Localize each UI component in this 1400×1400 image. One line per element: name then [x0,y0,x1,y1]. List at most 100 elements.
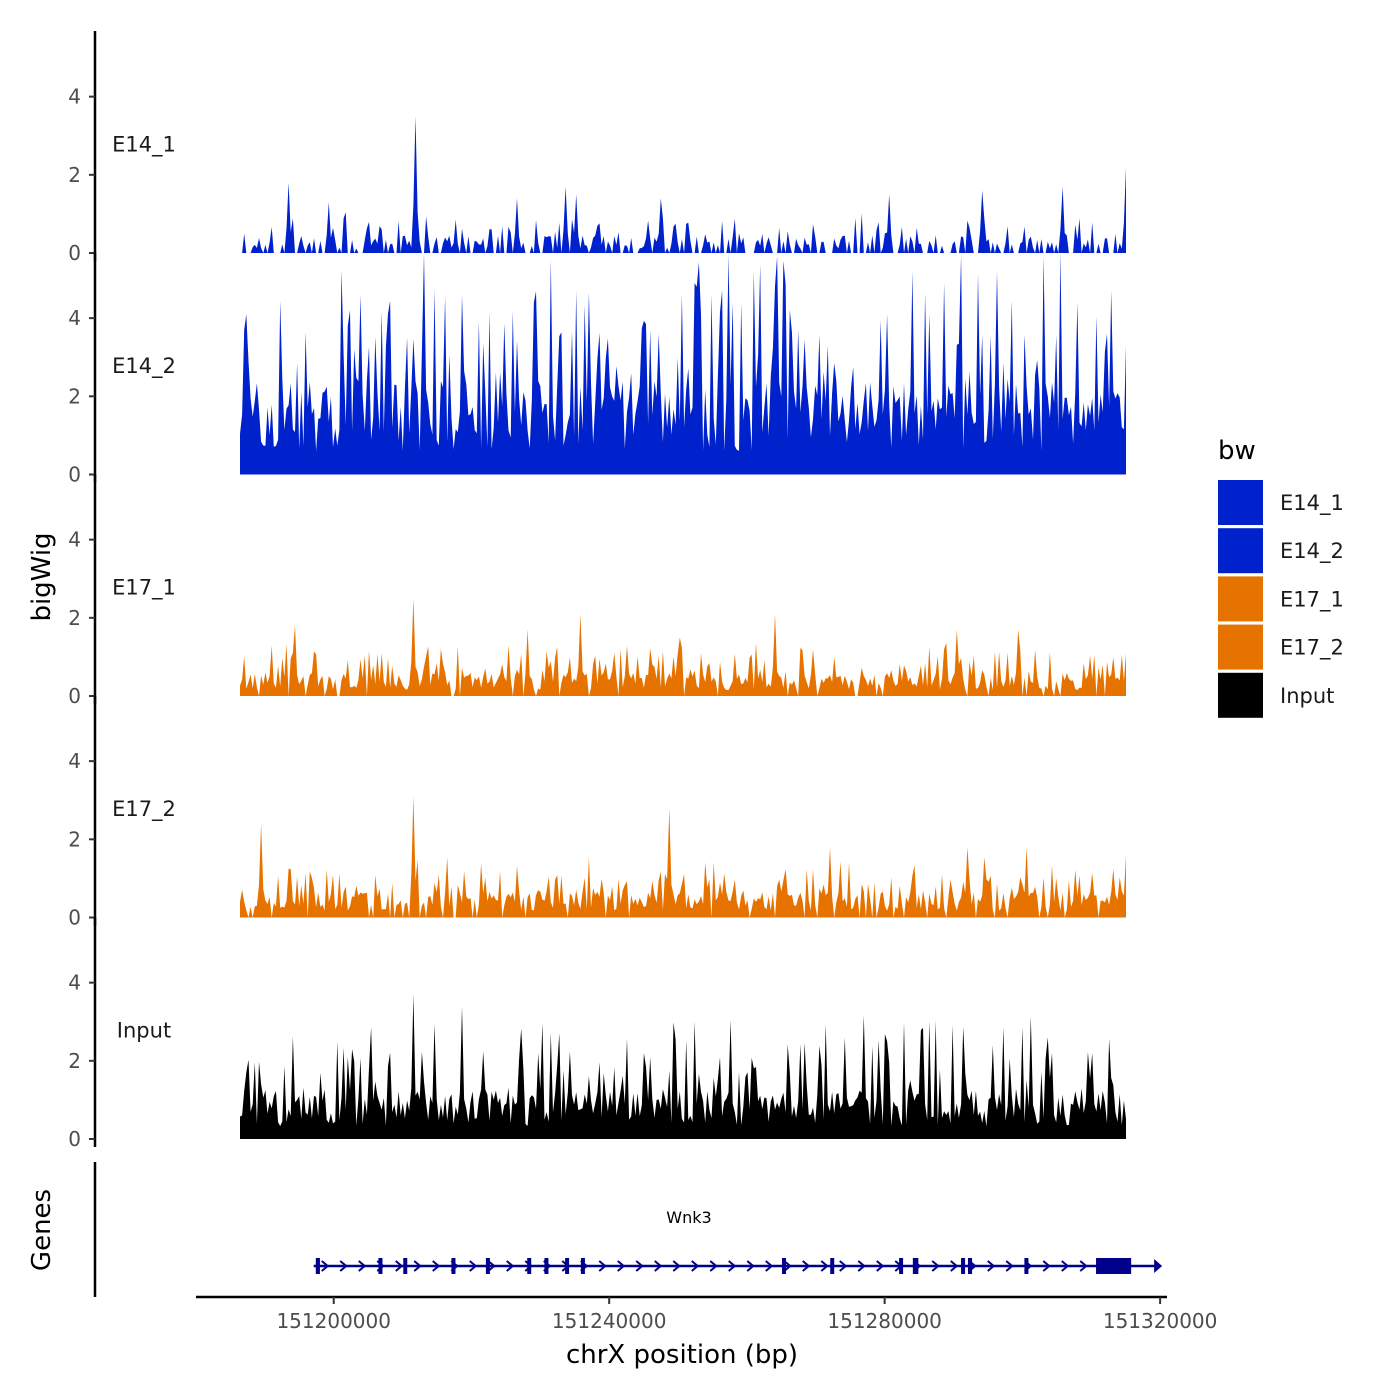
strand-chevron [432,1260,441,1272]
y-tick-label: 4 [68,528,81,552]
strand-chevron [654,1260,663,1272]
track-label: Input [117,1018,171,1042]
gene-exon [565,1258,570,1274]
track-label: E14_2 [112,354,176,379]
strand-chevron [598,1260,607,1272]
genes-axis-title: Genes [27,1189,57,1271]
y-tick-label: 0 [68,463,81,487]
gene-end-arrow [1154,1259,1163,1273]
gene-exon [899,1258,904,1274]
legend-label: E14_2 [1280,539,1344,564]
y-tick-label: 2 [68,384,81,408]
x-tick-label: 151200000 [276,1309,391,1333]
strand-chevron [783,1260,792,1272]
strand-chevron [839,1260,848,1272]
strand-chevron [469,1260,478,1272]
x-tick-label: 151280000 [827,1309,942,1333]
legend-label: E17_1 [1280,587,1344,612]
signal-area [240,796,1126,918]
gene-exon [378,1258,383,1274]
track-label: E17_1 [112,575,176,600]
legend-swatch [1218,672,1263,718]
strand-chevron [339,1260,348,1272]
strand-chevron [1061,1260,1070,1272]
legend-label: Input [1280,684,1334,708]
bigwig-tracks: 0 2 4 E14_1 0 2 4 E14_2 0 2 4 E17_1 0 2 4 E17_2 0 2 4 Input [68,31,1126,1151]
track-panel-e14-2: 0 2 4 E14_2 [68,251,1126,487]
strand-chevron [506,1260,515,1272]
legend-swatch [1218,624,1263,670]
track-panel-e14-1: 0 2 4 E14_1 [68,31,1126,265]
gene-exon [830,1258,835,1274]
strand-chevron [857,1260,866,1272]
legend-label: E14_1 [1280,491,1344,516]
y-tick-label: 2 [68,163,81,187]
gene-exon [782,1258,787,1274]
signal-area [240,994,1126,1139]
strand-chevron [950,1260,959,1272]
legend-title: bw [1218,436,1256,466]
strand-chevron [1042,1260,1051,1272]
track-panel-input: 0 2 4 Input [68,917,1126,1151]
x-axis: 151200000 151240000 151280000 151320000 [196,1295,1218,1333]
gene-exon [527,1258,532,1274]
signal-area [240,251,1126,475]
legend-label: E17_2 [1280,636,1344,661]
y-tick-label: 4 [68,306,81,330]
strand-chevron [672,1260,681,1272]
strand-chevron [691,1260,700,1272]
gene-exon [1024,1258,1029,1274]
y-tick-label: 0 [68,241,81,265]
strand-chevron [358,1260,367,1272]
y-axis-title: bigWig [27,532,57,621]
gene-exon [485,1258,490,1274]
x-axis-title: chrX position (bp) [566,1340,798,1370]
strand-chevron [802,1260,811,1272]
gene-exon [315,1258,320,1274]
legend-swatch [1218,576,1263,622]
gene-exon [580,1258,585,1274]
x-tick-label: 151240000 [552,1309,667,1333]
strand-chevron [321,1260,330,1272]
strand-chevron [746,1260,755,1272]
strand-chevron [617,1260,626,1272]
gene-exon [1096,1258,1132,1274]
track-label: E14_1 [112,132,176,157]
strand-chevron [709,1260,718,1272]
gene-exon [403,1258,408,1274]
genes-panel: Wnk3 [93,1162,1163,1297]
strand-chevron [487,1260,496,1272]
track-panel-e17-1: 0 2 4 E17_1 [68,474,1126,708]
x-tick-label: 151320000 [1103,1309,1218,1333]
strand-chevron [820,1260,829,1272]
strand-chevron [1005,1260,1014,1272]
signal-area [240,598,1126,696]
strand-chevron [635,1260,644,1272]
y-tick-label: 4 [68,749,81,773]
gene-exon [967,1258,973,1274]
legend-swatch [1218,528,1263,574]
legend-swatch [1218,480,1263,525]
strand-chevron [728,1260,737,1272]
strand-chevron [987,1260,996,1272]
y-tick-label: 4 [68,85,81,109]
y-tick-label: 2 [68,827,81,851]
strand-chevron [765,1260,774,1272]
y-tick-label: 4 [68,971,81,995]
gene-exon [451,1258,456,1274]
legend: bw E14_1 E14_2 E17_1 E17_2 Input [1218,436,1344,718]
y-tick-label: 2 [68,606,81,630]
gene-exon [961,1258,966,1274]
track-panel-e17-2: 0 2 4 E17_2 [68,695,1126,930]
y-tick-label: 2 [68,1049,81,1073]
strand-chevron [413,1260,422,1272]
strand-chevron [395,1260,404,1272]
strand-chevron [931,1260,940,1272]
y-tick-label: 0 [68,684,81,708]
track-label: E17_2 [112,797,176,822]
y-tick-label: 0 [68,906,81,930]
gene-exon [912,1258,919,1274]
gene-exon [544,1258,549,1274]
signal-area [240,116,1126,253]
